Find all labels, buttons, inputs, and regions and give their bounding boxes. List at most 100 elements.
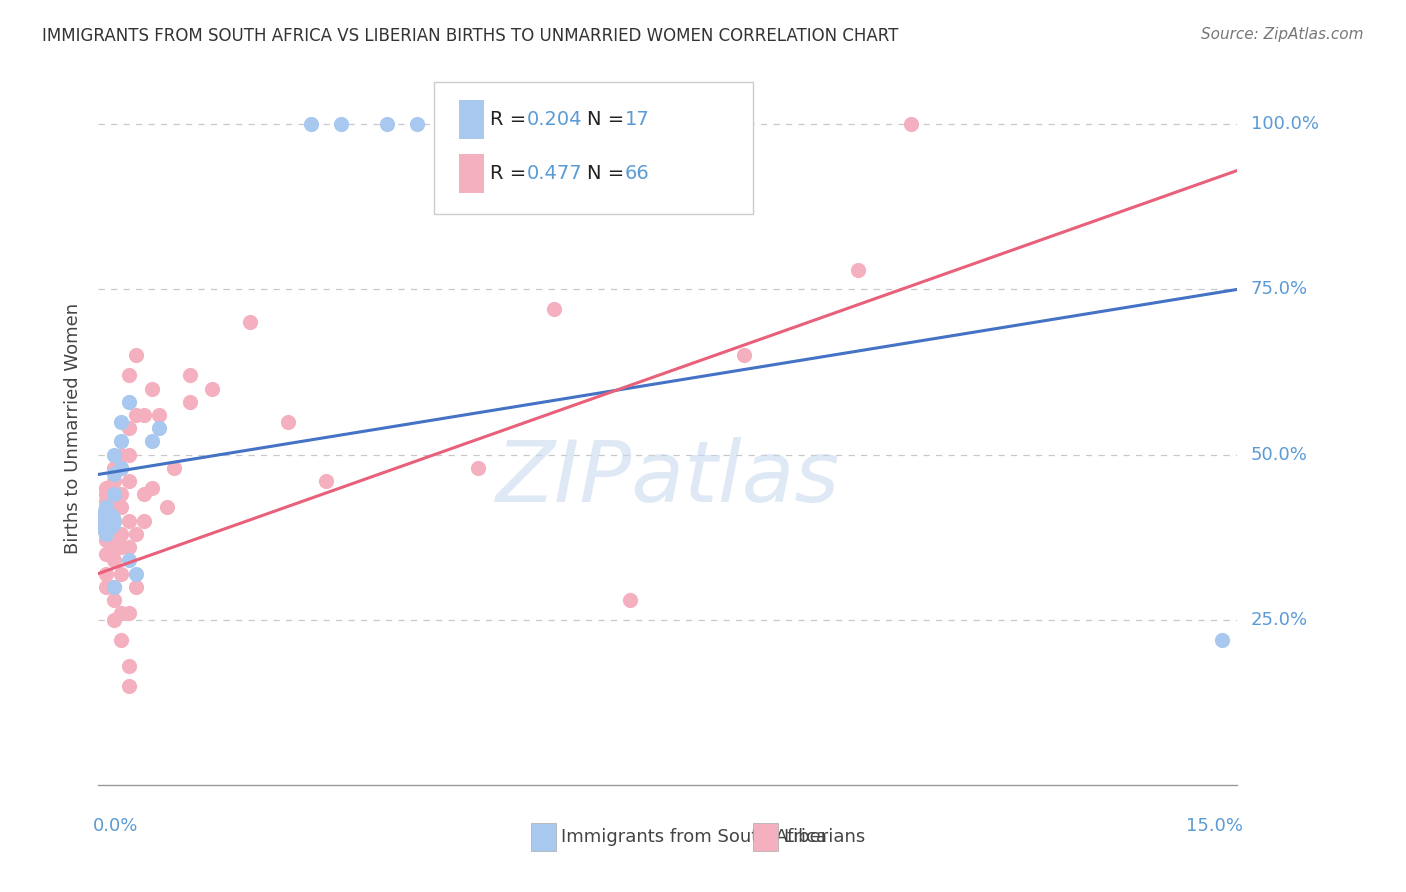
FancyBboxPatch shape [434,82,754,214]
Point [94,500,117,515]
Bar [460,100,485,139]
Point [118,474,141,488]
Point [467,460,489,475]
Point [141,481,163,495]
Point [201,382,224,396]
Point [94,481,117,495]
Point [1211,632,1233,647]
Point [132,514,155,528]
Text: 25.0%: 25.0% [1251,611,1308,629]
Point [179,394,201,409]
Point [94,514,117,528]
Point [103,487,125,501]
Point [110,415,132,429]
Point [239,315,262,329]
Text: 0.204: 0.204 [527,110,582,128]
Point [141,434,163,449]
Point [330,117,353,131]
Point [299,117,322,131]
Point [110,487,132,501]
Point [94,527,117,541]
Point [94,566,117,581]
Text: 0.0%: 0.0% [93,817,138,835]
Text: Liberians: Liberians [783,828,865,846]
Point [103,474,125,488]
Point [125,349,148,363]
Point [125,580,148,594]
Point [118,553,141,567]
Text: 0.477: 0.477 [527,164,582,183]
Point [118,394,141,409]
Point [619,593,641,607]
Point [132,487,155,501]
Point [277,415,299,429]
Point [94,487,117,501]
Point [118,659,141,673]
Point [451,117,474,131]
Point [94,493,117,508]
Point [94,527,117,541]
Point [94,547,117,561]
Text: 100.0%: 100.0% [1251,115,1319,133]
Point [110,606,132,620]
Point [156,500,179,515]
Point [118,421,141,435]
Bar [754,822,779,851]
Point [94,533,117,548]
Bar [531,822,557,851]
Bar [460,153,485,193]
Point [110,566,132,581]
Point [148,408,170,422]
Point [103,613,125,627]
Point [179,368,201,383]
Point [110,434,132,449]
Text: 66: 66 [624,164,650,183]
Point [103,527,125,541]
Point [163,460,186,475]
Text: R =: R = [491,110,533,128]
Point [118,448,141,462]
Point [103,580,125,594]
Text: 75.0%: 75.0% [1251,280,1308,299]
Point [103,593,125,607]
Point [110,527,132,541]
Point [103,487,125,501]
Point [94,500,117,515]
Point [375,117,398,131]
Text: 17: 17 [624,110,650,128]
Text: Source: ZipAtlas.com: Source: ZipAtlas.com [1201,27,1364,42]
Y-axis label: Births to Unmarried Women: Births to Unmarried Women [63,302,82,554]
Point [148,421,170,435]
Point [103,467,125,482]
Text: ZIPatlas: ZIPatlas [496,436,839,520]
Point [118,540,141,554]
Text: 15.0%: 15.0% [1187,817,1243,835]
Point [94,527,117,541]
Point [94,580,117,594]
Point [103,540,125,554]
Point [118,606,141,620]
Point [846,262,869,277]
Point [141,382,163,396]
Text: IMMIGRANTS FROM SOUTH AFRICA VS LIBERIAN BIRTHS TO UNMARRIED WOMEN CORRELATION C: IMMIGRANTS FROM SOUTH AFRICA VS LIBERIAN… [42,27,898,45]
Point [110,460,132,475]
Point [406,117,429,131]
Point [132,408,155,422]
Point [110,632,132,647]
Point [733,349,755,363]
Point [94,514,117,528]
Text: R =: R = [491,164,533,183]
Text: N =: N = [586,164,630,183]
Point [125,566,148,581]
Point [118,679,141,693]
Point [482,117,505,131]
Point [110,500,132,515]
Point [103,514,125,528]
Text: N =: N = [586,110,630,128]
Point [110,460,132,475]
Point [118,368,141,383]
Point [110,540,132,554]
Text: 50.0%: 50.0% [1251,446,1308,464]
Point [103,540,125,554]
Point [103,460,125,475]
